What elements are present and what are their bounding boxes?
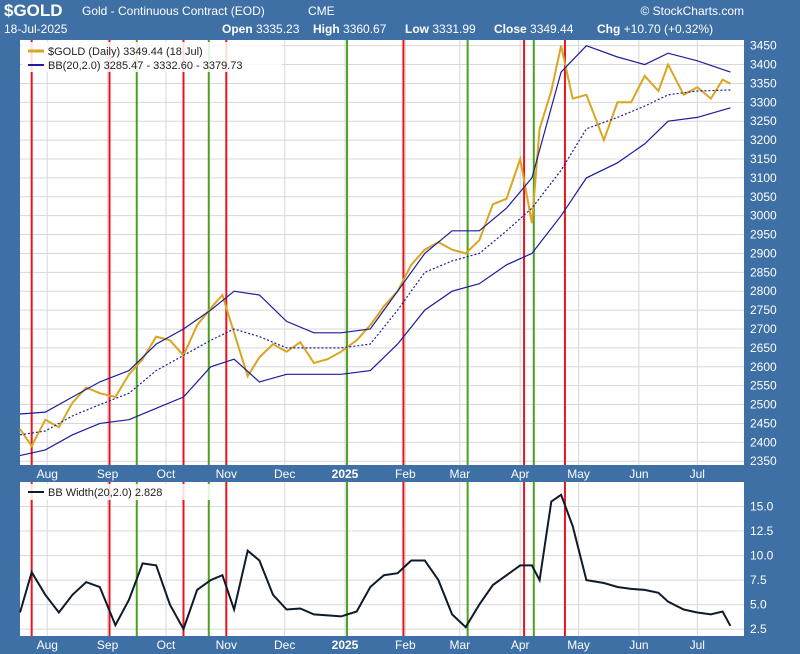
x-tick-label: Sep	[97, 467, 119, 481]
width-legend-box	[22, 484, 222, 500]
y-tick-label: 2650	[750, 341, 777, 355]
x-tick-label: Feb	[395, 638, 416, 652]
high-quote: High 3360.67	[313, 22, 387, 36]
symbol-title: $GOLD	[4, 1, 63, 20]
y-tick-label: 3300	[750, 95, 777, 109]
x-tick-label: 2025	[332, 638, 359, 652]
price-series-line	[19, 45, 731, 449]
bollinger-middle-line	[19, 89, 731, 436]
x-tick-label: Jul	[690, 467, 705, 481]
y-tick-label: 7.5	[750, 573, 767, 587]
y-tick-label: 2450	[750, 416, 777, 430]
low-quote: Low 3331.99	[405, 22, 476, 36]
y-tick-label: 2350	[750, 454, 777, 468]
quote-date: 18-Jul-2025	[4, 22, 68, 36]
x-tick-label: May	[567, 467, 590, 481]
y-tick-label: 2400	[750, 435, 777, 449]
x-tick-label: Jun	[629, 467, 648, 481]
x-tick-label: Sep	[97, 638, 119, 652]
y-tick-label: 2950	[750, 228, 777, 242]
price-legend-box	[22, 42, 282, 72]
bollinger-lower-line	[19, 107, 731, 457]
watermark: © StockCharts.com	[640, 4, 744, 18]
legend-bb-label: BB(20,2.0) 3285.47 - 3332.60 - 3379.73	[48, 60, 242, 72]
x-tick-label: Aug	[37, 467, 58, 481]
x-tick-label: 2025	[332, 467, 359, 481]
x-tick-label: Oct	[157, 638, 176, 652]
x-tick-label: Dec	[274, 467, 295, 481]
x-tick-label: Apr	[511, 638, 530, 652]
open-quote: Open 3335.23	[222, 22, 300, 36]
y-tick-label: 15.0	[750, 500, 774, 514]
close-quote: Close 3349.44	[494, 22, 574, 36]
y-tick-label: 3200	[750, 133, 777, 147]
change-quote: Chg +10.70 (+0.32%)	[597, 22, 714, 36]
y-tick-label: 3050	[750, 190, 777, 204]
y-tick-label: 3000	[750, 209, 777, 223]
y-tick-label: 2550	[750, 379, 777, 393]
y-tick-label: 12.5	[750, 524, 774, 538]
x-tick-label: Feb	[395, 467, 416, 481]
y-tick-label: 5.0	[750, 598, 767, 612]
x-tick-label: Aug	[37, 638, 58, 652]
x-tick-label: Apr	[511, 467, 530, 481]
y-tick-label: 3150	[750, 152, 777, 166]
x-tick-label: Dec	[274, 638, 295, 652]
legend-price-label: $GOLD (Daily) 3349.44 (18 Jul)	[48, 46, 203, 58]
y-tick-label: 3400	[750, 58, 777, 72]
panel-0-background	[20, 40, 744, 465]
y-tick-label: 3250	[750, 114, 777, 128]
y-tick-label: 10.0	[750, 549, 774, 563]
y-tick-label: 2600	[750, 360, 777, 374]
legend-bbwidth-label: BB Width(20,2.0) 2.828	[48, 487, 162, 499]
y-tick-label: 3100	[750, 171, 777, 185]
x-tick-label: Jun	[629, 638, 648, 652]
chart-header: $GOLD Gold - Continuous Contract (EOD) C…	[0, 0, 800, 40]
x-tick-label: Mar	[450, 467, 471, 481]
y-tick-label: 2900	[750, 246, 777, 260]
y-tick-label: 3450	[750, 39, 777, 53]
y-tick-label: 2.5	[750, 622, 767, 636]
y-tick-label: 2850	[750, 265, 777, 279]
bb-width-series-line	[19, 493, 732, 632]
instrument-description: Gold - Continuous Contract (EOD)	[82, 4, 265, 18]
x-tick-label: Jul	[690, 638, 705, 652]
y-tick-label: 2700	[750, 322, 777, 336]
exchange-label: CME	[308, 4, 335, 18]
y-tick-label: 2800	[750, 284, 777, 298]
panel-1-background	[20, 482, 744, 636]
bollinger-upper-line	[19, 45, 731, 415]
x-tick-label: Oct	[157, 467, 176, 481]
y-tick-label: 2750	[750, 303, 777, 317]
x-tick-label: Mar	[450, 638, 471, 652]
x-tick-label: Nov	[216, 467, 237, 481]
y-tick-label: 2500	[750, 398, 777, 412]
x-tick-label: Nov	[216, 638, 237, 652]
y-tick-label: 3350	[750, 76, 777, 90]
x-tick-label: May	[567, 638, 590, 652]
